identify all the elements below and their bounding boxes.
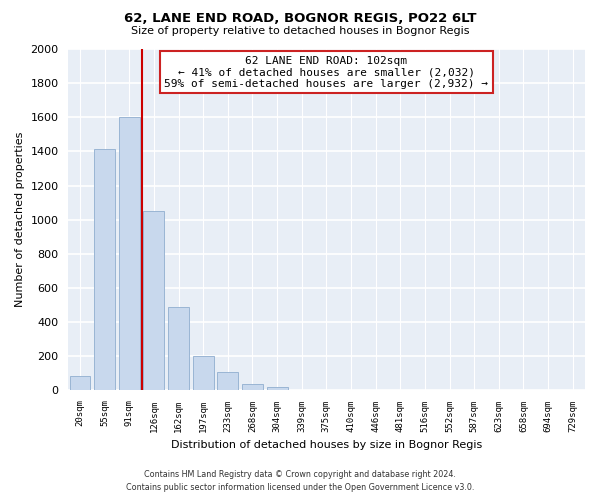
Y-axis label: Number of detached properties: Number of detached properties xyxy=(15,132,25,308)
Bar xyxy=(193,356,214,390)
Bar xyxy=(70,376,91,390)
Bar xyxy=(266,387,287,390)
Bar xyxy=(242,384,263,390)
Text: 62 LANE END ROAD: 102sqm
← 41% of detached houses are smaller (2,032)
59% of sem: 62 LANE END ROAD: 102sqm ← 41% of detach… xyxy=(164,56,488,89)
Bar xyxy=(119,118,140,390)
Bar xyxy=(143,211,164,390)
Text: Contains HM Land Registry data © Crown copyright and database right 2024.
Contai: Contains HM Land Registry data © Crown c… xyxy=(126,470,474,492)
Bar xyxy=(168,306,189,390)
Text: Size of property relative to detached houses in Bognor Regis: Size of property relative to detached ho… xyxy=(131,26,469,36)
Text: 62, LANE END ROAD, BOGNOR REGIS, PO22 6LT: 62, LANE END ROAD, BOGNOR REGIS, PO22 6L… xyxy=(124,12,476,26)
Bar xyxy=(217,372,238,390)
X-axis label: Distribution of detached houses by size in Bognor Regis: Distribution of detached houses by size … xyxy=(171,440,482,450)
Bar xyxy=(94,149,115,390)
